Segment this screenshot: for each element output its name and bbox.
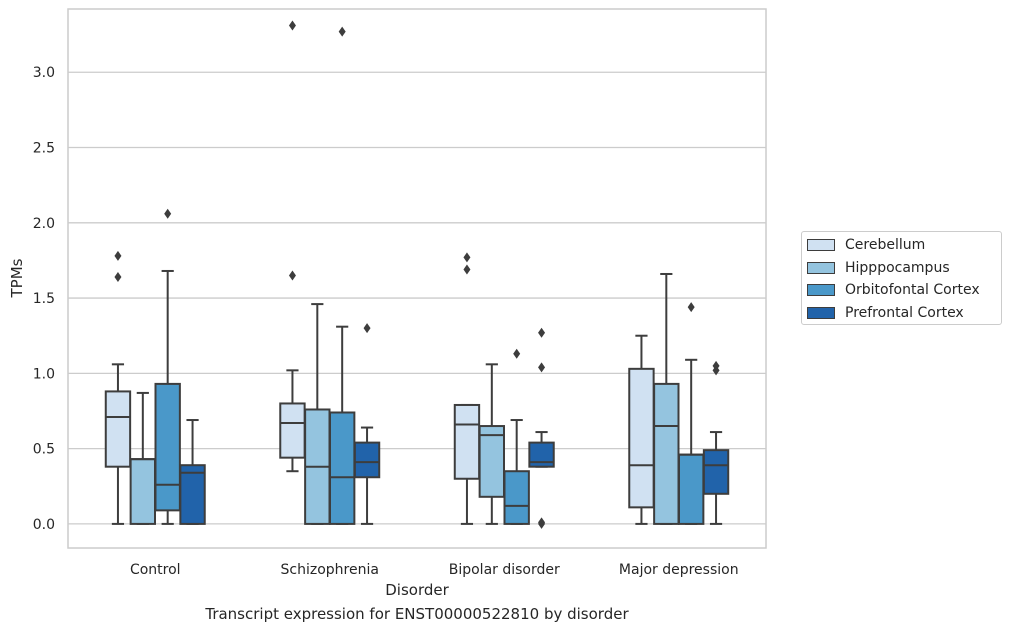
x-tick-label: Schizophrenia [281, 562, 379, 578]
legend-label: Orbitofontal Cortex [845, 282, 980, 298]
box-hipppocampus [304, 303, 331, 525]
box-iqr [279, 402, 306, 459]
legend: Cerebellum Hipppocampus Orbitofontal Cor… [801, 231, 1002, 325]
box-orbitofontal-cortex [328, 26, 356, 525]
x-tick-label: Major depression [619, 562, 739, 578]
box-hipppocampus [478, 363, 506, 525]
box-iqr [478, 425, 506, 498]
x-axis-label: Disorder [385, 581, 449, 599]
outlier-point [538, 517, 546, 528]
legend-label: Cerebellum [845, 237, 926, 253]
box-iqr [104, 390, 132, 468]
outlier-point [513, 348, 521, 359]
box-prefrontal-cortex [179, 419, 206, 525]
y-tick-label: 2.5 [33, 141, 55, 157]
box-iqr [677, 453, 705, 525]
y-tick-label: 2.0 [33, 216, 55, 232]
boxes [104, 20, 730, 529]
box-iqr [453, 403, 481, 480]
outlier-point [687, 302, 695, 313]
box-iqr [328, 411, 356, 525]
legend-item-hippocampus: Hipppocampus [807, 258, 950, 278]
box-cerebellum [628, 334, 655, 525]
y-tick-labels: 0.0 0.5 1.0 1.5 2.0 2.5 3.0 [33, 65, 55, 533]
y-tick-label: 1.5 [33, 291, 55, 307]
chart-caption: Transcript expression for ENST0000052281… [205, 605, 629, 623]
legend-label: Hipppocampus [845, 260, 950, 276]
outlier-point [338, 26, 346, 37]
y-tick-label: 0.5 [33, 442, 55, 458]
box-prefrontal-cortex [702, 360, 730, 525]
y-tick-label: 1.0 [33, 366, 55, 382]
box-hipppocampus [129, 391, 157, 525]
box-cerebellum [279, 20, 306, 473]
box-iqr [129, 458, 157, 525]
box-orbitofontal-cortex [677, 302, 705, 525]
outlier-point [114, 250, 122, 261]
box-iqr [628, 367, 655, 509]
box-orbitofontal-cortex [503, 348, 530, 525]
box-iqr [353, 441, 381, 479]
legend-swatch [807, 284, 835, 296]
box-iqr [653, 382, 680, 525]
box-prefrontal-cortex [353, 323, 381, 525]
outlier-point [288, 270, 296, 281]
outlier-point [463, 264, 471, 275]
x-tick-label: Control [130, 562, 181, 578]
outlier-point [712, 360, 720, 371]
box-prefrontal-cortex [528, 327, 555, 529]
box-iqr [702, 449, 730, 495]
box-cerebellum [104, 250, 132, 525]
box-hipppocampus [653, 272, 680, 525]
box-iqr [503, 470, 530, 525]
y-tick-label: 3.0 [33, 65, 55, 81]
outlier-point [463, 252, 471, 263]
y-axis-label: TPMs [8, 258, 26, 298]
box-iqr [154, 382, 181, 512]
outlier-point [538, 327, 546, 338]
legend-swatch [807, 307, 835, 319]
box-cerebellum [453, 252, 481, 525]
y-tick-label: 0.0 [33, 517, 55, 533]
x-tick-labels: Control Schizophrenia Bipolar disorder Majo… [130, 562, 739, 578]
gridlines [68, 71, 766, 525]
legend-item-prefrontal-cortex: Prefrontal Cortex [807, 303, 964, 323]
outlier-point [538, 362, 546, 373]
legend-label: Prefrontal Cortex [845, 305, 964, 321]
legend-swatch [807, 239, 835, 251]
outlier-point [164, 208, 172, 219]
plot-frame [67, 8, 767, 549]
legend-item-cerebellum: Cerebellum [807, 235, 925, 255]
legend-swatch [807, 262, 835, 274]
x-tick-label: Bipolar disorder [449, 562, 560, 578]
box-iqr [179, 464, 206, 525]
outlier-point [114, 271, 122, 282]
box-orbitofontal-cortex [154, 208, 181, 525]
outlier-point [288, 20, 296, 31]
legend-item-orbitofrontal-cortex: Orbitofontal Cortex [807, 280, 980, 300]
outlier-point [363, 323, 371, 334]
